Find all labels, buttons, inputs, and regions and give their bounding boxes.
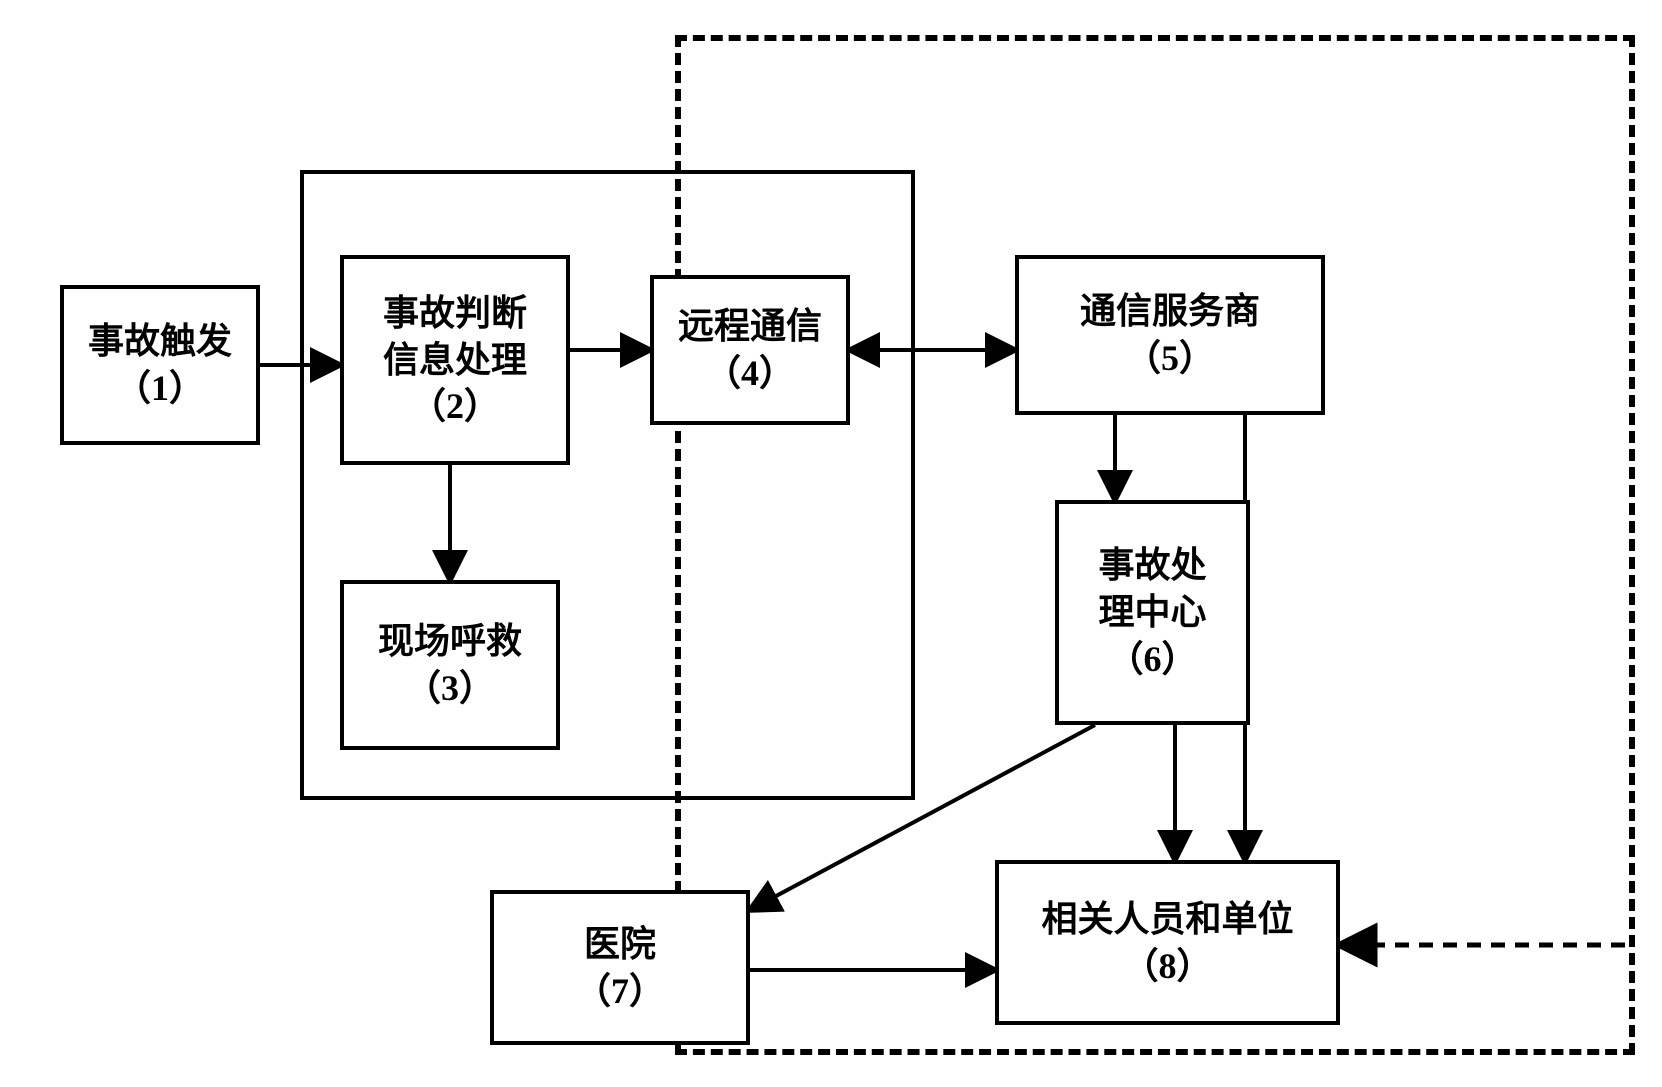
- node-2-line1: 事故判断: [383, 290, 527, 337]
- node-3-line1: 现场呼救: [378, 618, 522, 665]
- node-8-line1: 相关人员和单位: [1041, 896, 1293, 943]
- node-4-line2: （4）: [705, 350, 795, 397]
- node-7-line1: 医院: [584, 921, 656, 968]
- node-6-line2: 理中心: [1098, 589, 1206, 636]
- node-1-line2: （1）: [115, 365, 205, 412]
- node-5-line1: 通信服务商: [1080, 288, 1260, 335]
- node-2-info-processing: 事故判断 信息处理 （2）: [340, 255, 570, 465]
- node-7-hospital: 医院 （7）: [490, 890, 750, 1045]
- node-1-line1: 事故触发: [88, 318, 232, 365]
- node-2-line3: （2）: [410, 383, 500, 430]
- node-6-line1: 事故处: [1098, 542, 1206, 589]
- node-7-line2: （7）: [575, 968, 665, 1015]
- node-1-accident-trigger: 事故触发 （1）: [60, 285, 260, 445]
- node-8-line2: （8）: [1122, 943, 1212, 990]
- node-4-line1: 远程通信: [678, 303, 822, 350]
- node-3-onsite-call: 现场呼救 （3）: [340, 580, 560, 750]
- node-4-remote-comm: 远程通信 （4）: [650, 275, 850, 425]
- node-3-line2: （3）: [405, 665, 495, 712]
- node-5-line2: （5）: [1125, 335, 1215, 382]
- node-8-related-units: 相关人员和单位 （8）: [995, 860, 1340, 1025]
- node-6-line3: （6）: [1107, 636, 1197, 683]
- node-5-comm-provider: 通信服务商 （5）: [1015, 255, 1325, 415]
- flowchart-diagram: 事故触发 （1） 事故判断 信息处理 （2） 现场呼救 （3） 远程通信 （4）…: [20, 20, 1662, 1067]
- node-6-processing-center: 事故处 理中心 （6）: [1055, 500, 1250, 725]
- node-2-line2: 信息处理: [383, 337, 527, 384]
